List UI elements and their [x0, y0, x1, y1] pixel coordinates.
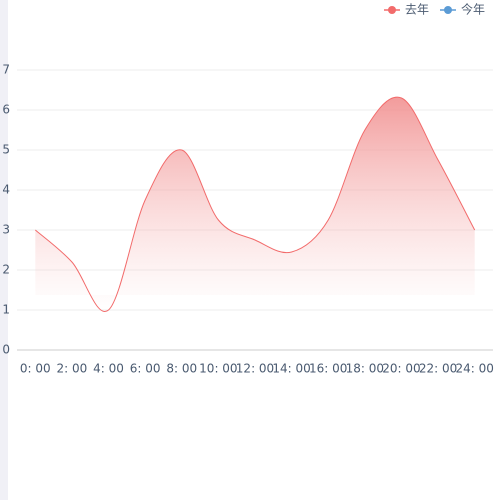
legend-label: 去年 — [405, 3, 429, 17]
legend-label: 今年 — [461, 2, 485, 17]
x-tick-label: 4: 00 — [93, 362, 124, 376]
x-tick-label: 2: 00 — [57, 362, 88, 376]
y-tick-label: 2 — [2, 263, 10, 277]
x-tick-label: 0: 00 — [20, 362, 51, 376]
x-tick-label: 12: 00 — [236, 362, 274, 376]
x-tick-label: 20: 00 — [382, 362, 420, 376]
y-tick-label: 1 — [2, 303, 10, 317]
y-tick-label: 3 — [2, 223, 10, 237]
legend-item: 今年 — [440, 2, 485, 17]
legend-item: 去年 — [384, 3, 429, 17]
x-tick-label: 22: 00 — [419, 362, 457, 376]
x-tick-label: 6: 00 — [130, 362, 161, 376]
legend-dot — [444, 6, 452, 14]
y-tick-label: 7 — [2, 63, 10, 77]
x-tick-label: 16: 00 — [309, 362, 347, 376]
x-tick-label: 24: 00 — [455, 362, 493, 376]
y-tick-label: 0 — [2, 343, 10, 357]
y-tick-label: 6 — [2, 103, 10, 117]
line — [34, 96, 476, 313]
x-tick-label: 18: 00 — [346, 362, 384, 376]
legend-dot — [388, 6, 396, 14]
y-tick-label: 5 — [2, 143, 10, 157]
area — [35, 97, 475, 312]
x-tick-label: 14: 00 — [272, 362, 310, 376]
y-tick-label: 4 — [2, 183, 10, 197]
x-tick-label: 8: 00 — [166, 362, 197, 376]
side-strip — [0, 0, 8, 500]
x-tick-label: 10: 00 — [199, 362, 237, 376]
